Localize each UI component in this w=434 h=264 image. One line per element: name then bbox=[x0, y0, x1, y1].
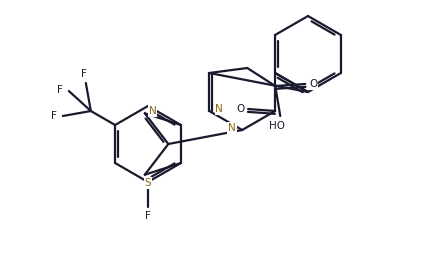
Text: HO: HO bbox=[269, 121, 285, 131]
Text: O: O bbox=[235, 104, 243, 114]
Text: N: N bbox=[148, 106, 156, 116]
Text: F: F bbox=[57, 85, 62, 95]
Text: F: F bbox=[51, 111, 57, 121]
Text: F: F bbox=[81, 69, 86, 79]
Text: S: S bbox=[144, 178, 151, 188]
Text: N: N bbox=[215, 104, 223, 114]
Text: O: O bbox=[309, 79, 317, 89]
Text: F: F bbox=[145, 211, 151, 221]
Text: N: N bbox=[228, 123, 236, 133]
